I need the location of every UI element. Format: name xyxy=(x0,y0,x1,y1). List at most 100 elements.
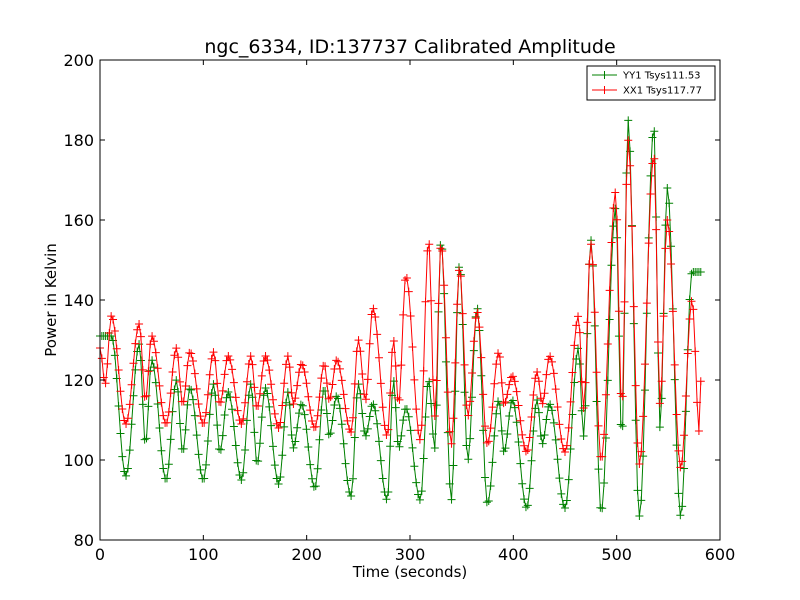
data-point xyxy=(209,348,218,357)
data-point xyxy=(157,446,166,455)
data-point xyxy=(406,426,415,435)
data-point xyxy=(691,347,700,356)
data-point xyxy=(473,308,482,317)
data-point xyxy=(657,377,666,386)
data-point xyxy=(339,439,348,448)
data-point xyxy=(133,325,142,334)
data-point xyxy=(601,433,610,442)
data-point xyxy=(503,390,512,399)
data-point xyxy=(267,421,276,430)
data-point xyxy=(369,304,378,313)
data-point xyxy=(505,380,514,389)
data-point xyxy=(164,460,173,469)
data-point xyxy=(311,482,320,491)
data-point xyxy=(533,396,542,404)
data-point xyxy=(363,424,372,433)
data-point xyxy=(270,409,279,418)
data-point xyxy=(215,445,224,454)
data-point xyxy=(162,418,171,427)
data-point xyxy=(468,369,476,378)
data-point xyxy=(492,360,501,369)
plot-area xyxy=(96,116,705,520)
data-point xyxy=(129,359,138,368)
data-point xyxy=(495,352,504,361)
legend-label: YY1 Tsys111.53 xyxy=(622,71,701,82)
y-tick-label: 140 xyxy=(63,291,94,310)
data-point xyxy=(464,411,473,420)
y-axis: 80 100 120 140 160 180 200 xyxy=(63,51,720,550)
data-point xyxy=(337,420,346,429)
data-point xyxy=(676,463,685,472)
data-point xyxy=(440,281,449,290)
data-point xyxy=(203,436,212,445)
data-point xyxy=(285,400,294,409)
data-point xyxy=(600,430,609,439)
data-point xyxy=(237,419,246,428)
data-point xyxy=(395,395,404,404)
data-point xyxy=(620,297,629,306)
plot-frame xyxy=(99,59,721,541)
data-point xyxy=(218,386,227,395)
data-point xyxy=(229,422,238,431)
data-point xyxy=(408,342,417,351)
data-point xyxy=(397,361,406,370)
data-point xyxy=(127,380,136,389)
data-point xyxy=(443,428,452,437)
data-point xyxy=(540,431,549,440)
data-point xyxy=(261,384,270,393)
x-tick-label: 200 xyxy=(291,545,322,564)
data-point xyxy=(601,390,610,399)
data-point xyxy=(304,443,313,452)
data-point xyxy=(462,441,471,450)
data-point xyxy=(213,421,222,430)
data-point xyxy=(583,318,592,327)
series-1 xyxy=(96,116,705,520)
data-point xyxy=(482,438,491,447)
data-point xyxy=(667,242,676,251)
data-point xyxy=(659,312,668,321)
data-point xyxy=(166,389,175,398)
data-point xyxy=(553,403,562,412)
y-tick-label: 80 xyxy=(74,531,94,550)
data-point xyxy=(200,418,209,427)
data-point xyxy=(300,368,309,377)
data-point xyxy=(633,439,642,448)
data-point xyxy=(196,412,205,421)
data-point xyxy=(443,388,452,397)
data-point xyxy=(216,398,225,407)
data-point xyxy=(454,266,463,275)
data-point xyxy=(402,405,411,414)
data-point xyxy=(109,315,118,324)
data-point xyxy=(321,362,330,371)
data-point xyxy=(414,490,423,499)
data-point xyxy=(222,356,231,365)
data-point xyxy=(280,422,289,431)
data-point xyxy=(488,458,497,467)
data-point xyxy=(406,311,415,320)
data-point xyxy=(315,393,324,402)
data-point xyxy=(272,474,281,483)
data-point xyxy=(289,399,298,408)
x-tick-label: 300 xyxy=(395,545,426,564)
data-point xyxy=(525,433,534,442)
data-point xyxy=(255,439,264,448)
data-point xyxy=(412,405,421,414)
x-axis: 0 100 200 300 400 500 600 xyxy=(95,60,735,564)
data-point xyxy=(668,307,677,316)
data-point xyxy=(241,445,250,454)
data-point xyxy=(562,441,571,450)
data-point xyxy=(665,227,674,236)
data-point xyxy=(144,367,153,376)
data-point xyxy=(190,369,199,378)
data-point xyxy=(404,287,413,296)
data-point xyxy=(587,240,596,249)
data-point xyxy=(229,378,238,387)
data-point xyxy=(159,464,168,473)
data-point xyxy=(685,314,694,323)
data-point xyxy=(257,371,266,380)
data-point xyxy=(415,495,424,504)
data-point xyxy=(365,412,374,421)
x-tick-label: 100 xyxy=(188,545,219,564)
data-point xyxy=(680,464,689,473)
data-point xyxy=(683,349,692,358)
